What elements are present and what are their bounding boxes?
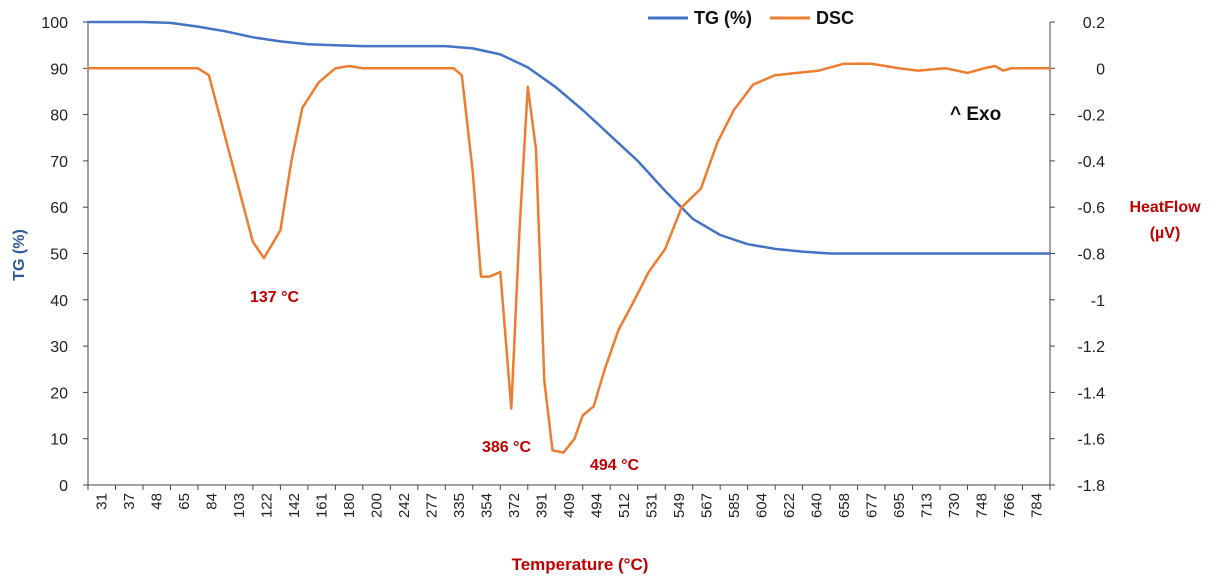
legend: TG (%) DSC [648, 8, 854, 28]
x-tick-label: 494 [588, 493, 605, 518]
x-tick-label: 142 [286, 493, 303, 518]
x-tick-label: 531 [643, 493, 660, 518]
x-tick-label: 567 [698, 493, 715, 518]
legend-dsc-label: DSC [816, 8, 854, 28]
y2-axis-title-line1: HeatFlow [1129, 199, 1201, 216]
x-tick-label: 335 [451, 493, 468, 518]
x-tick-label: 658 [836, 493, 853, 518]
x-tick-label: 677 [863, 493, 880, 518]
y2-tick-label: 0.2 [1083, 15, 1105, 32]
y-tick-label: 40 [50, 293, 68, 310]
x-tick-label: 37 [121, 493, 138, 510]
x-tick-label: 354 [479, 493, 496, 518]
x-tick-label: 622 [781, 493, 798, 518]
y2-tick-label: -0.8 [1077, 247, 1105, 264]
y-tick-label: 50 [50, 247, 68, 264]
y-tick-label: 90 [50, 61, 68, 78]
x-tick-label: 277 [424, 493, 441, 518]
y2-tick-label: -0.4 [1077, 154, 1105, 171]
x-tick-label: 31 [94, 493, 111, 510]
y2-tick-label: -1.6 [1077, 432, 1105, 449]
x-tick-label: 180 [341, 493, 358, 518]
y-tick-label: 10 [50, 432, 68, 449]
x-tick-label: 695 [891, 493, 908, 518]
x-tick-label: 640 [808, 493, 825, 518]
x-tick-label: 48 [149, 493, 166, 510]
x-tick-label: 65 [176, 493, 193, 510]
x-tick-label: 122 [259, 493, 276, 518]
y2-tick-label: -1.2 [1077, 339, 1105, 356]
y2-tick-label: -0.6 [1077, 200, 1105, 217]
x-tick-label: 409 [561, 493, 578, 518]
x-axis-title: Temperature (°C) [512, 555, 649, 574]
y2-tick-label: -1 [1091, 293, 1105, 310]
plot-area: 0 10 20 30 40 50 60 70 80 90 100 0.2 0 -0.2 -0.4 -0.6 -0… [41, 15, 1105, 518]
tg-series-line [86, 20, 1052, 255]
y2-tick-label: 0 [1096, 61, 1105, 78]
x-tick-label: 748 [973, 493, 990, 518]
exo-label: ^ Exo [950, 104, 1001, 125]
dsc-series-line [86, 62, 1052, 454]
x-tick-label: 784 [1028, 493, 1045, 518]
x-tick-label: 604 [753, 493, 770, 518]
x-tick-label: 242 [396, 493, 413, 518]
y-tick-label: 60 [50, 200, 68, 217]
annotation-137: 137 °C [250, 289, 300, 306]
x-tick-label: 549 [671, 493, 688, 518]
annotation-386: 386 °C [482, 439, 532, 456]
y-tick-label: 70 [50, 154, 68, 171]
legend-tg-label: TG (%) [694, 8, 752, 28]
x-tick-label: 372 [506, 493, 523, 518]
y2-axis-title-line2: (µV) [1150, 225, 1181, 242]
y-tick-label: 0 [59, 478, 68, 495]
y-tick-label: 100 [41, 15, 68, 32]
y2-tick-label: -1.8 [1077, 478, 1105, 495]
y-tick-label: 30 [50, 339, 68, 356]
x-tick-label: 585 [726, 493, 743, 518]
x-tick-label: 161 [314, 493, 331, 518]
x-tick-label: 391 [534, 493, 551, 518]
x-tick-label: 200 [369, 493, 386, 518]
y2-tick-label: -1.4 [1077, 385, 1105, 402]
y2-tick-label: -0.2 [1077, 108, 1105, 125]
annotation-494: 494 °C [590, 457, 640, 474]
x-tick-label: 512 [616, 493, 633, 518]
x-tick-label: 766 [1001, 493, 1018, 518]
y-axis-title: TG (%) [11, 229, 28, 281]
x-tick-label: 730 [946, 493, 963, 518]
x-tick-label: 84 [204, 493, 221, 510]
x-tick-label: 713 [918, 493, 935, 518]
y-tick-label: 80 [50, 108, 68, 125]
y-tick-label: 20 [50, 385, 68, 402]
x-tick-label: 103 [231, 493, 248, 518]
